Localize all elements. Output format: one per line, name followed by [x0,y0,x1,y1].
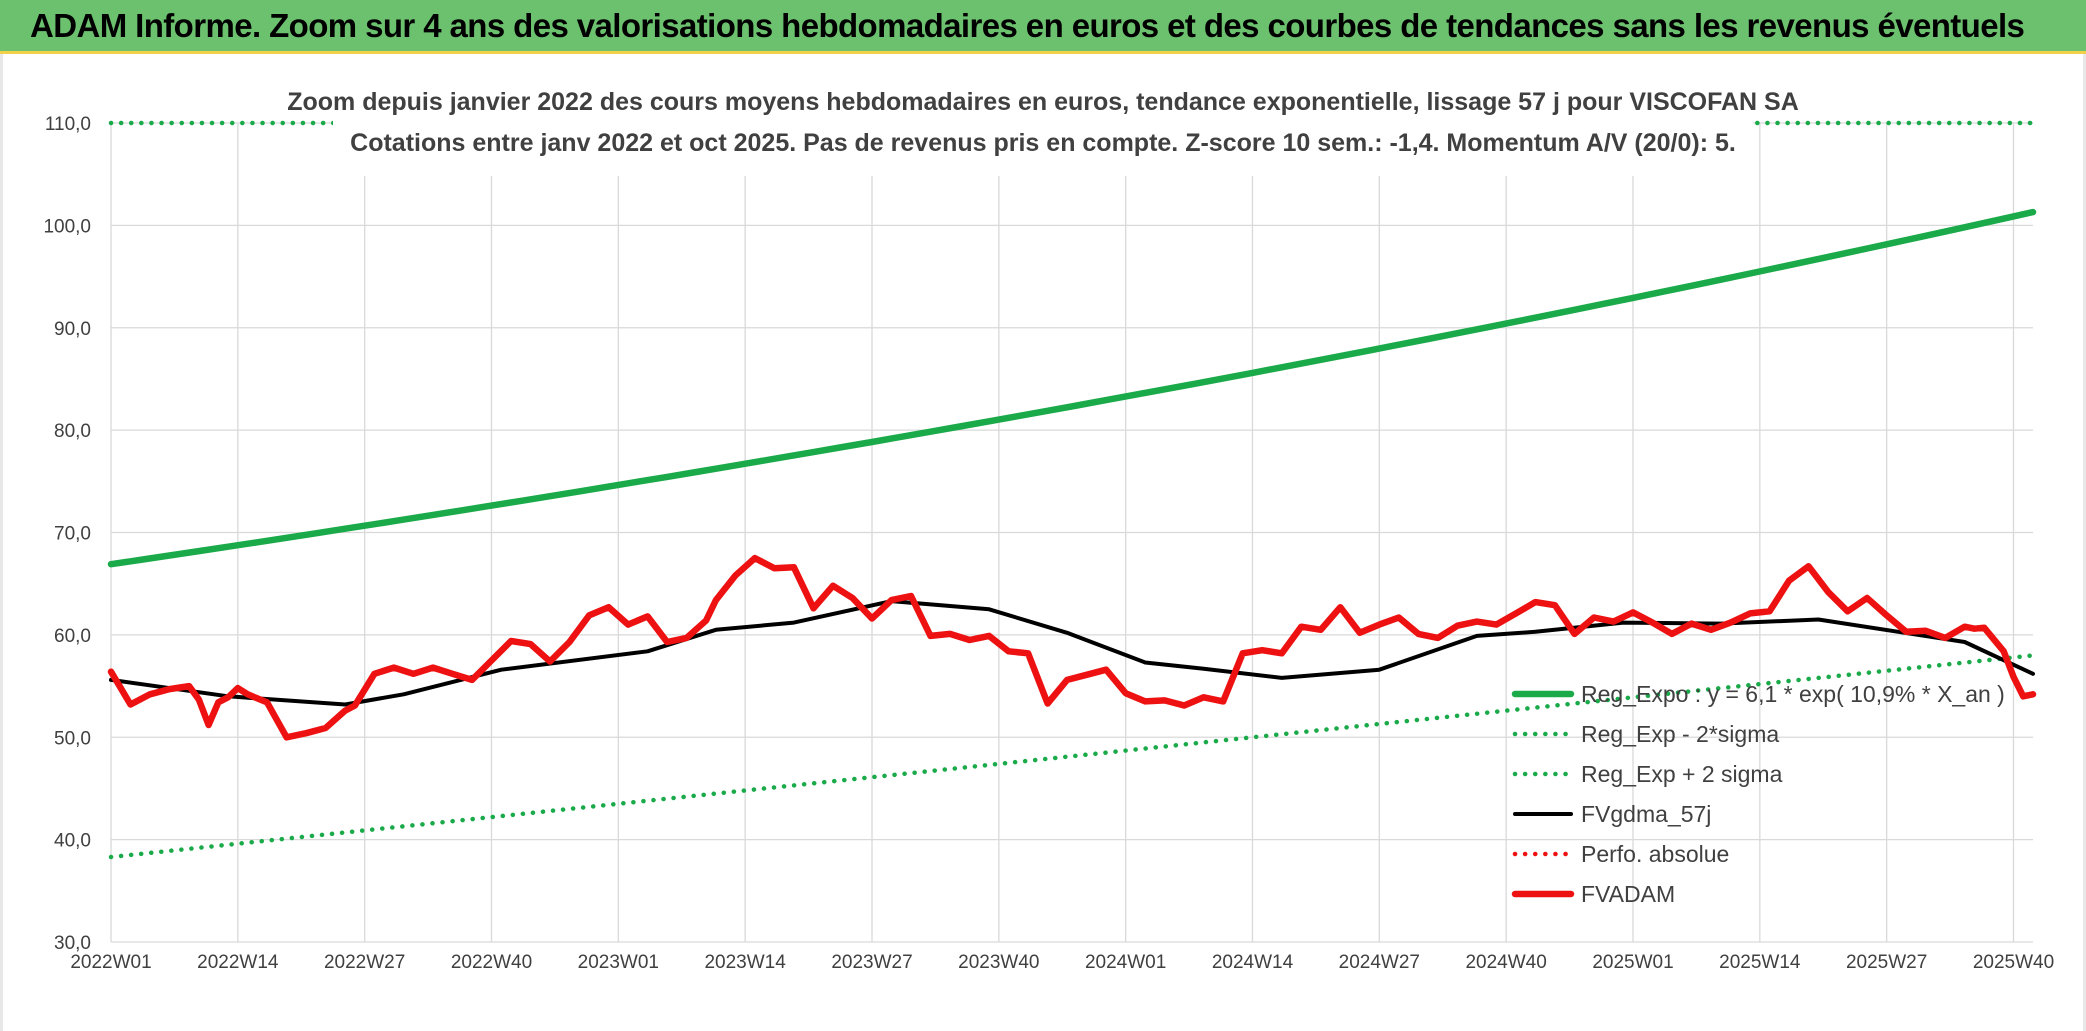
x-tick-label: 2025W27 [1846,952,1927,973]
x-tick-label: 2025W14 [1719,952,1801,973]
x-tick-label: 2023W40 [958,952,1039,973]
report-title: ADAM Informe. Zoom sur 4 ans des valoris… [30,7,2025,44]
x-tick-label: 2023W01 [578,952,659,973]
chart-title-line1: Zoom depuis janvier 2022 des cours moyen… [287,88,1799,116]
line-chart: 30,0 40,0 50,0 60,0 70,0 80,0 90,0 100,0 110,0 2… [43,74,2054,973]
y-tick-label: 90,0 [54,319,91,340]
legend-label-fvgdma-57j-line: FVgdma_57j [1581,801,1711,827]
report-banner: ADAM Informe. Zoom sur 4 ans des valoris… [0,0,2086,54]
x-tick-label: 2024W27 [1339,952,1420,973]
y-tick-label: 100,0 [43,216,91,237]
y-tick-label: 110,0 [45,114,91,135]
x-tick-label: 2025W01 [1592,952,1673,973]
chart-frame: 30,0 40,0 50,0 60,0 70,0 80,0 90,0 100,0 110,0 2… [0,54,2086,1031]
legend-label-perfo-absolue-line: Perfo. absolue [1581,841,1729,867]
x-tick-label: 2022W14 [197,952,279,973]
reg-expo-line [107,208,2037,568]
x-tick-label: 2022W01 [70,952,151,973]
chart-title-box: Zoom depuis janvier 2022 des cours moyen… [287,74,1799,176]
legend-label-reg-minus-2sigma-line: Reg_Exp - 2*sigma [1581,721,1779,747]
chart-title-line2: Cotations entre janv 2022 et oct 2025. P… [350,129,1736,157]
x-tick-label: 2024W14 [1212,952,1294,973]
x-tick-label: 2023W14 [704,952,786,973]
y-tick-label: 80,0 [54,421,91,442]
x-tick-label: 2022W27 [324,952,405,973]
fvgdma-57j-line [109,599,2035,707]
legend-label-reg-plus-2sigma-line: Reg_Exp + 2 sigma [1581,761,1783,787]
reg-minus-2sigma-line [108,653,2036,860]
grid-lines [110,122,2033,943]
x-tick-label: 2024W01 [1085,952,1166,973]
x-tick-label: 2023W27 [831,952,912,973]
y-tick-label: 40,0 [54,831,91,852]
legend-label-reg-expo-line: Reg_Expo : y = 6,1 * exp( 10,9% * X_an ) [1581,681,2005,707]
y-tick-label: 70,0 [54,524,91,545]
y-tick-label: 50,0 [54,728,91,749]
fvadam-line [107,554,2037,741]
y-axis-ticks: 30,0 40,0 50,0 60,0 70,0 80,0 90,0 100,0 110,0 [43,114,91,954]
chart-legend: Reg_Expo : y = 6,1 * exp( 10,9% * X_an )… [1511,681,2005,907]
x-tick-label: 2024W40 [1465,952,1546,973]
x-axis-ticks: 2022W01 2022W14 2022W27 2022W40 2023W01 2023W… [70,952,2054,973]
legend-label-fvadam-line: FVADAM [1581,881,1675,907]
chart-title-background [333,74,1753,176]
y-tick-label: 60,0 [54,626,91,647]
x-tick-label: 2022W40 [451,952,532,973]
x-tick-label: 2025W40 [1973,952,2054,973]
y-tick-label: 30,0 [54,933,91,954]
